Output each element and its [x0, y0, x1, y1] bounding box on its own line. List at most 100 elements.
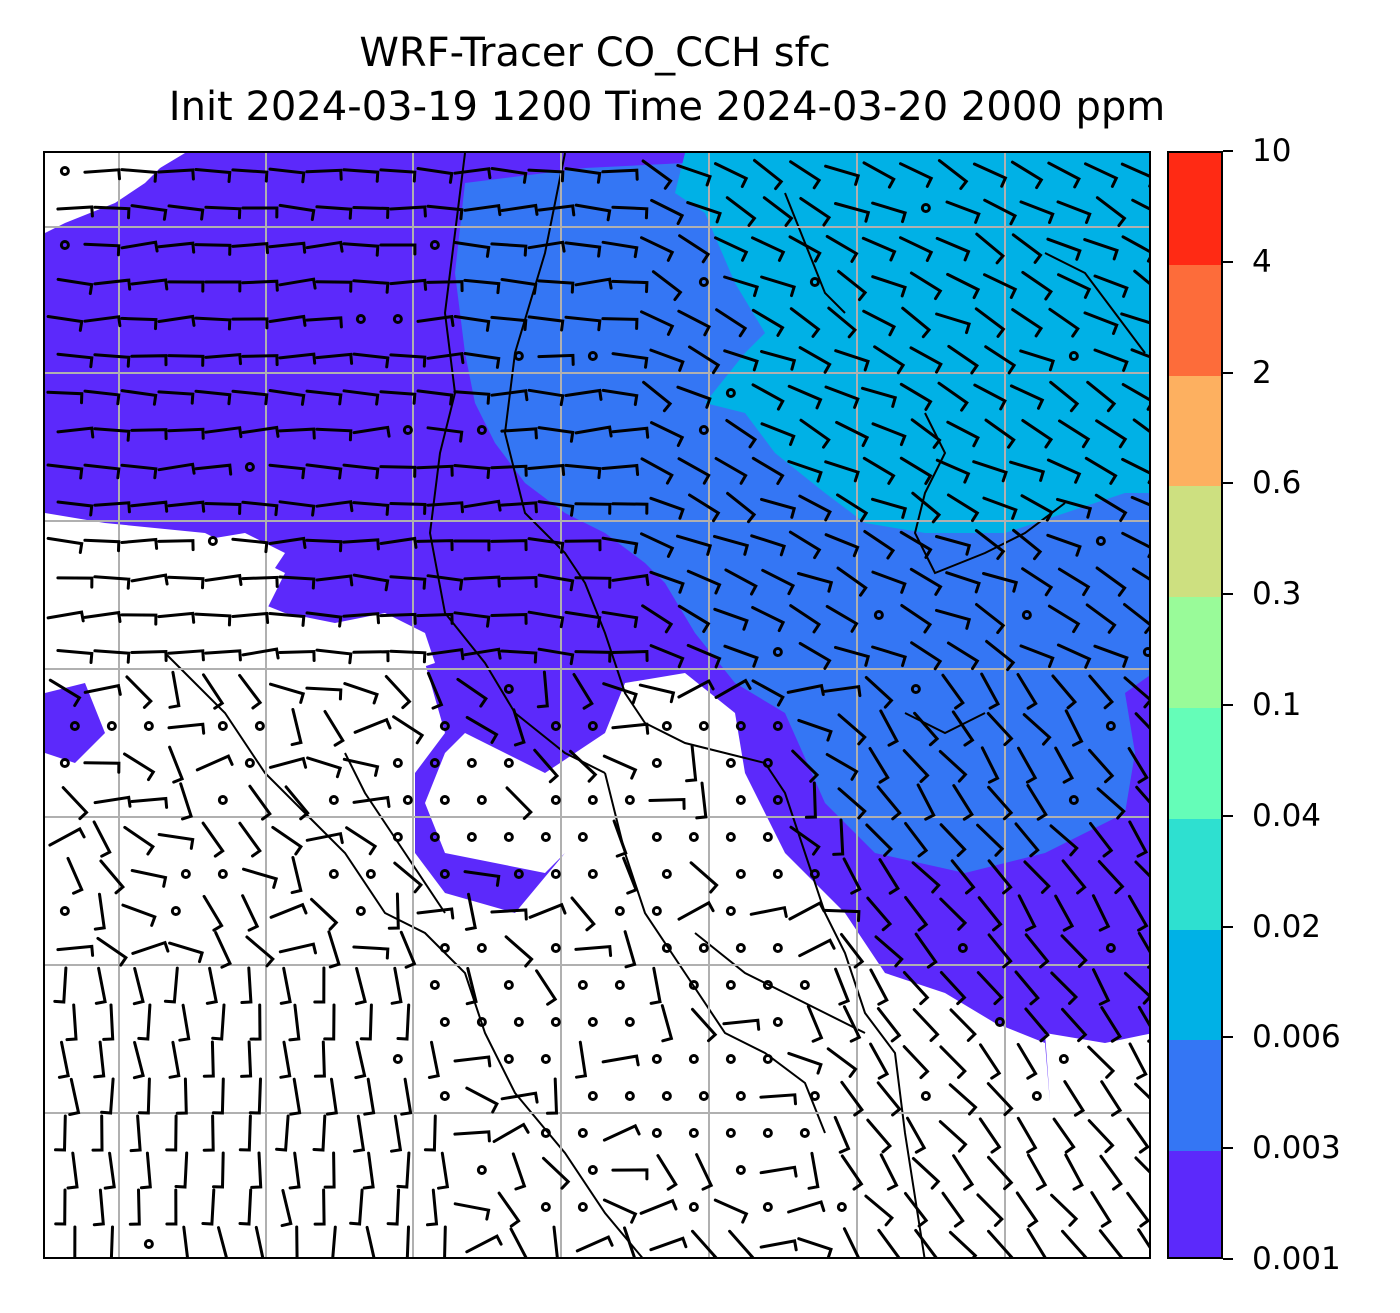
wind-barb: [212, 1151, 225, 1189]
wind-barb: [354, 967, 367, 1006]
wind-barb: [490, 612, 528, 625]
wind-barb: [323, 710, 345, 747]
wind-barb: [527, 315, 565, 332]
wind-barb: [899, 162, 934, 188]
wind-barb: [546, 1077, 559, 1115]
wind-barb: [789, 160, 822, 190]
wind-barb: [623, 930, 637, 969]
wind-barb: [349, 1188, 364, 1226]
wind-barb: [342, 612, 380, 625]
wind-barb: [714, 457, 748, 485]
wind-barb: [1128, 820, 1149, 858]
wind-barb: [305, 168, 343, 181]
wind-barb: [945, 200, 981, 224]
wind-barb: [83, 315, 122, 328]
wind-barb: [910, 641, 943, 671]
wind-barb: [611, 426, 650, 439]
wind-barb: [1061, 1007, 1088, 1043]
wind-barb: [726, 491, 757, 524]
wind-barb: [305, 463, 343, 480]
wind-barb: [946, 420, 980, 448]
wind-barb: [54, 1114, 67, 1152]
wind-barb: [676, 385, 712, 409]
wind-barb: [157, 390, 195, 405]
wind-barb: [1048, 307, 1080, 338]
wind-barb: [537, 500, 575, 517]
wind-barb: [834, 967, 851, 1006]
wind-barb: [352, 501, 390, 516]
colorbar-tick-label: 0.003: [1252, 1130, 1341, 1167]
wind-barb: [946, 641, 980, 671]
map-panel[interactable]: [43, 151, 1151, 1259]
wind-barb: [824, 460, 860, 483]
wind-barb: [537, 647, 575, 666]
wind-barb: [1047, 604, 1081, 634]
wind-barb: [56, 205, 94, 218]
wind-barb: [537, 573, 575, 592]
wind-barb: [490, 389, 529, 402]
wind-barb: [1121, 235, 1149, 263]
calm-wind-marker: [328, 869, 339, 879]
wind-barb: [638, 683, 676, 704]
wind-barb: [231, 389, 269, 406]
wind-barb: [1131, 567, 1149, 581]
colorbar-tick-label: 0.04: [1252, 797, 1322, 834]
wind-barb: [1046, 458, 1082, 484]
wind-barb: [343, 682, 379, 705]
wind-barb: [231, 537, 269, 554]
calm-wind-marker: [772, 943, 783, 953]
wind-barb: [1024, 1007, 1050, 1043]
wind-barb: [842, 1227, 860, 1257]
wind-barb: [453, 539, 491, 552]
wind-barb: [798, 938, 836, 958]
wind-barb: [527, 537, 565, 554]
wind-barb: [713, 1198, 749, 1224]
wind-barb: [941, 673, 965, 710]
wind-barb: [714, 236, 749, 262]
wind-barb: [946, 272, 981, 300]
colorbar-segment: [1169, 374, 1221, 487]
wind-barb: [749, 905, 788, 918]
wind-barb: [900, 604, 933, 634]
wind-barb: [165, 1188, 178, 1226]
wind-barb: [359, 1003, 373, 1041]
wind-barb: [352, 795, 391, 808]
wind-barb: [713, 607, 749, 631]
wind-barbs: [46, 158, 1149, 1257]
calm-wind-marker: [688, 1054, 699, 1064]
wind-barb: [167, 427, 205, 440]
wind-barb: [102, 1003, 115, 1041]
wind-barb: [379, 243, 417, 256]
wind-barb: [83, 242, 121, 257]
calm-wind-marker: [550, 869, 561, 879]
calm-wind-marker: [439, 721, 450, 731]
calm-wind-marker: [651, 1054, 662, 1064]
wind-barb: [179, 782, 193, 821]
wind-barb: [53, 966, 68, 1004]
wind-barb: [490, 167, 528, 184]
wind-barb: [602, 754, 638, 780]
wind-barb: [194, 463, 233, 476]
wind-barb: [650, 421, 685, 447]
calm-wind-marker: [392, 758, 403, 768]
wind-barb: [874, 935, 904, 968]
calm-wind-marker: [1105, 943, 1116, 953]
wind-barb: [1099, 1154, 1123, 1191]
calm-wind-marker: [957, 943, 968, 953]
wind-barb: [305, 611, 343, 628]
calm-wind-marker: [1031, 1091, 1042, 1101]
wind-barb: [1083, 311, 1119, 335]
wind-barb: [862, 161, 896, 189]
wind-barb: [1026, 1228, 1047, 1257]
wind-barb: [987, 933, 1013, 969]
calm-wind-marker: [328, 795, 339, 805]
wind-barb: [760, 275, 796, 298]
wind-barb: [315, 427, 353, 442]
wind-barb: [1064, 709, 1084, 747]
calm-wind-marker: [439, 1017, 450, 1027]
wind-barb: [1098, 1229, 1124, 1257]
wind-barb: [935, 236, 971, 262]
wind-barb: [288, 1003, 301, 1042]
wind-barb: [1056, 200, 1092, 224]
wind-barb: [157, 241, 196, 254]
